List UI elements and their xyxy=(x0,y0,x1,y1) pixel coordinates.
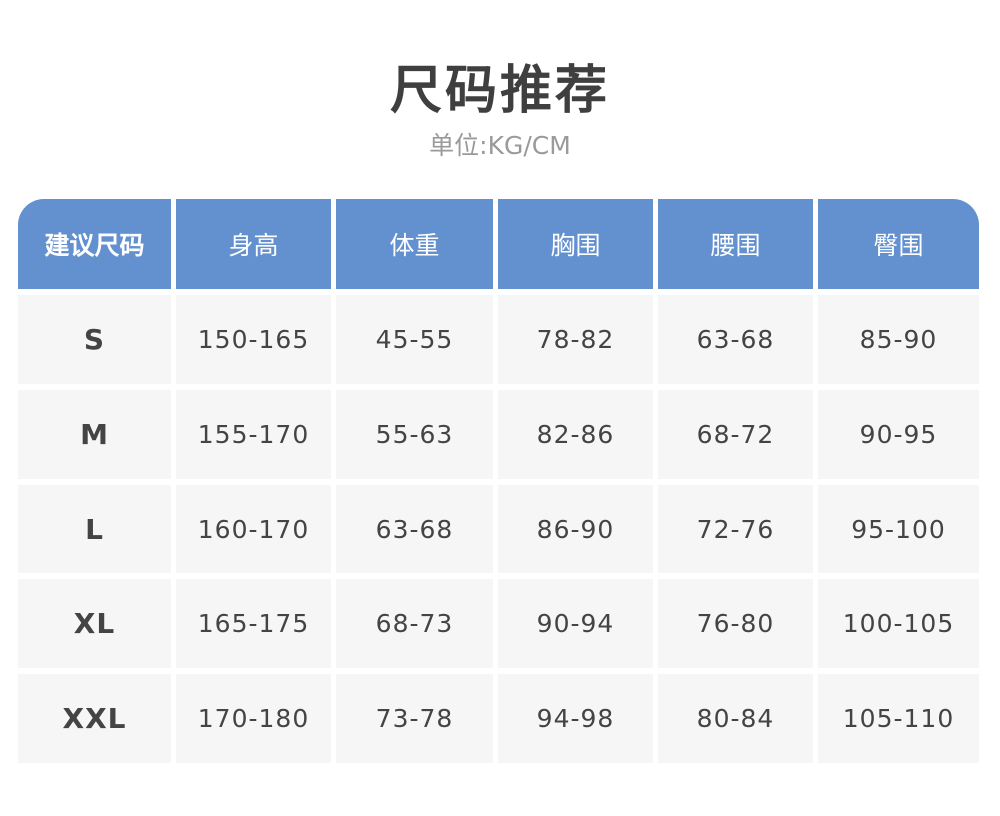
column-header: 腰围 xyxy=(658,199,813,289)
table-cell: 85-90 xyxy=(818,295,979,384)
table-cell: 95-100 xyxy=(818,485,979,573)
table-cell: 94-98 xyxy=(498,674,653,763)
table-cell: 82-86 xyxy=(498,390,653,479)
column-header: 体重 xyxy=(336,199,493,289)
table-cell: 86-90 xyxy=(498,485,653,573)
table-cell: 76-80 xyxy=(658,579,813,668)
table-cell: 68-73 xyxy=(336,579,493,668)
page-title: 尺码推荐 xyxy=(389,61,610,121)
table-cell: 100-105 xyxy=(818,579,979,668)
column-header: 建议尺码 xyxy=(18,199,171,289)
table-cell: 73-78 xyxy=(336,674,493,763)
table-cell: 63-68 xyxy=(658,295,813,384)
unit-subtitle: 单位:KG/CM xyxy=(429,131,571,160)
table-cell: 170-180 xyxy=(176,674,331,763)
table-cell: 105-110 xyxy=(818,674,979,763)
column-header: 身高 xyxy=(176,199,331,289)
size-label-cell: XXL xyxy=(18,674,171,763)
size-table: 建议尺码 身高 体重 胸围 腰围 臀围 S 150-165 45-55 78-82 63-68 85-… xyxy=(18,199,983,763)
size-label-cell: M xyxy=(18,390,171,479)
table-cell: 90-94 xyxy=(498,579,653,668)
table-cell: 155-170 xyxy=(176,390,331,479)
table-cell: 150-165 xyxy=(176,295,331,384)
table-cell: 68-72 xyxy=(658,390,813,479)
column-header: 臀围 xyxy=(818,199,979,289)
table-cell: 80-84 xyxy=(658,674,813,763)
column-header: 胸围 xyxy=(498,199,653,289)
table-cell: 78-82 xyxy=(498,295,653,384)
table-cell: 160-170 xyxy=(176,485,331,573)
size-label-cell: L xyxy=(18,485,171,573)
size-label-cell: XL xyxy=(18,579,171,668)
table-cell: 63-68 xyxy=(336,485,493,573)
table-cell: 90-95 xyxy=(818,390,979,479)
table-cell: 165-175 xyxy=(176,579,331,668)
table-cell: 55-63 xyxy=(336,390,493,479)
size-label-cell: S xyxy=(18,295,171,384)
table-cell: 45-55 xyxy=(336,295,493,384)
table-cell: 72-76 xyxy=(658,485,813,573)
